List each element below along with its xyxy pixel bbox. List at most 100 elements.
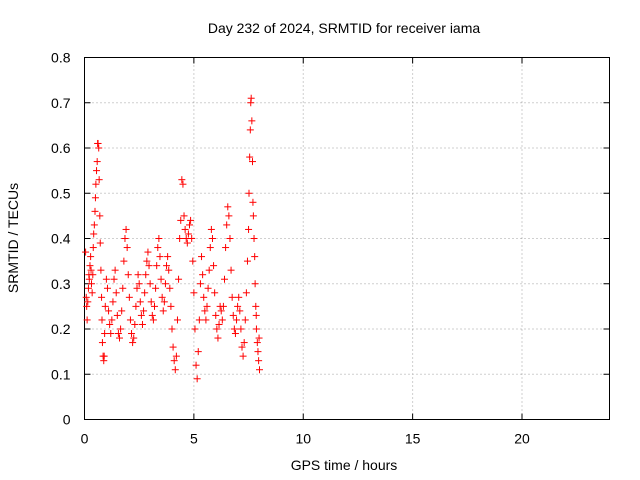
data-point	[173, 316, 181, 324]
data-point	[120, 257, 128, 265]
data-point	[183, 239, 191, 247]
data-point	[91, 207, 99, 215]
data-point	[172, 352, 180, 360]
data-point	[89, 244, 97, 252]
data-point	[194, 348, 202, 356]
data-point	[200, 293, 208, 301]
data-point	[88, 289, 96, 297]
x-tick-label: 20	[514, 431, 530, 447]
data-point	[169, 343, 177, 351]
data-point	[199, 271, 207, 279]
plot-frame	[84, 57, 610, 420]
x-tick-label: 10	[295, 431, 311, 447]
data-point	[95, 144, 103, 152]
data-point	[129, 339, 137, 347]
data-point	[212, 311, 220, 319]
data-point	[140, 307, 148, 315]
data-point	[146, 280, 154, 288]
data-point	[249, 158, 256, 166]
data-point	[243, 257, 251, 265]
axis-ticks: 0 0.1 0.2 0.3 0.4 0.5 0.6 0.7 0.8 0 5 10 15 20	[51, 50, 610, 447]
data-point	[103, 284, 111, 292]
data-point	[114, 330, 122, 338]
data-point	[252, 311, 260, 319]
data-point	[122, 225, 130, 233]
data-point	[205, 266, 213, 274]
data-point	[108, 316, 116, 324]
data-point	[167, 302, 175, 310]
y-tick-label: 0.5	[51, 185, 71, 201]
data-point	[91, 194, 99, 202]
data-point	[82, 293, 90, 301]
data-point	[215, 320, 223, 328]
y-axis-label: SRMTID / TECUs	[5, 183, 21, 293]
y-tick-label: 0	[63, 412, 71, 428]
data-point	[147, 298, 155, 306]
data-point	[113, 311, 121, 319]
data-point	[159, 307, 167, 315]
data-point	[83, 316, 91, 324]
data-point	[251, 253, 259, 261]
data-point	[151, 302, 158, 310]
data-point	[238, 343, 246, 351]
data-point	[246, 153, 254, 161]
data-point	[155, 235, 163, 242]
data-point	[181, 225, 189, 233]
data-point	[233, 316, 241, 324]
data-point	[235, 293, 243, 301]
data-point	[96, 239, 104, 247]
data-point	[93, 167, 101, 175]
x-tick-label: 5	[190, 431, 198, 447]
data-point	[231, 330, 239, 338]
data-point	[149, 316, 157, 324]
data-point	[234, 302, 242, 310]
data-point	[124, 271, 132, 279]
data-point	[240, 339, 248, 347]
data-point	[92, 180, 100, 188]
data-point	[236, 307, 244, 315]
data-point	[178, 176, 186, 184]
data-point	[85, 275, 93, 283]
data-point	[158, 293, 166, 301]
data-point	[89, 271, 97, 279]
y-tick-label: 0.6	[51, 140, 71, 156]
data-point	[245, 225, 253, 233]
y-tick-label: 0.3	[51, 276, 71, 292]
data-point	[126, 316, 134, 324]
data-point	[242, 289, 250, 297]
data-point	[246, 126, 254, 134]
data-point	[166, 284, 174, 292]
data-point	[93, 158, 101, 166]
data-point	[95, 176, 103, 184]
data-point	[218, 316, 226, 324]
data-point	[203, 302, 211, 310]
data-point	[252, 325, 260, 333]
data-point	[148, 311, 156, 319]
data-point	[161, 280, 169, 288]
data-point	[189, 257, 197, 265]
data-point	[210, 262, 218, 270]
data-point	[163, 262, 171, 270]
data-point	[125, 293, 133, 301]
data-point	[190, 289, 198, 297]
data-point	[224, 203, 232, 211]
data-point	[188, 235, 196, 242]
data-point	[177, 216, 185, 224]
grid-lines	[84, 57, 610, 420]
data-point	[256, 366, 263, 374]
data-point	[241, 316, 249, 324]
data-point	[156, 253, 164, 261]
y-tick-label: 0.4	[51, 231, 71, 247]
x-tick-label: 0	[81, 431, 89, 447]
x-axis-label: GPS time / hours	[291, 457, 398, 473]
data-point	[171, 366, 179, 374]
data-points	[82, 94, 263, 383]
data-point	[138, 320, 146, 328]
data-point	[128, 330, 136, 338]
data-point	[111, 266, 119, 274]
data-point	[87, 266, 95, 274]
data-point	[186, 221, 193, 229]
data-point	[208, 235, 216, 242]
data-point	[136, 298, 144, 306]
data-point	[90, 221, 98, 229]
